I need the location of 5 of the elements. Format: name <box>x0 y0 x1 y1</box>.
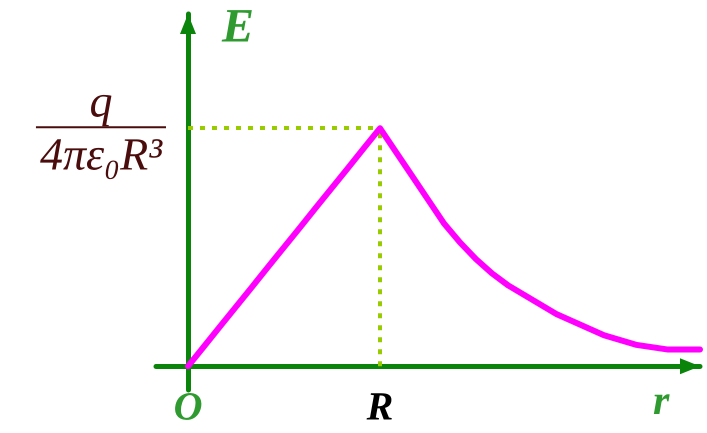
x-tick-label: O <box>174 384 202 428</box>
y-axis-title: E <box>221 0 254 52</box>
ref-line-label: q 4πε₀R³ <box>40 76 164 180</box>
x-axis-title: r <box>653 378 670 424</box>
x-tick-label: R <box>366 384 394 428</box>
